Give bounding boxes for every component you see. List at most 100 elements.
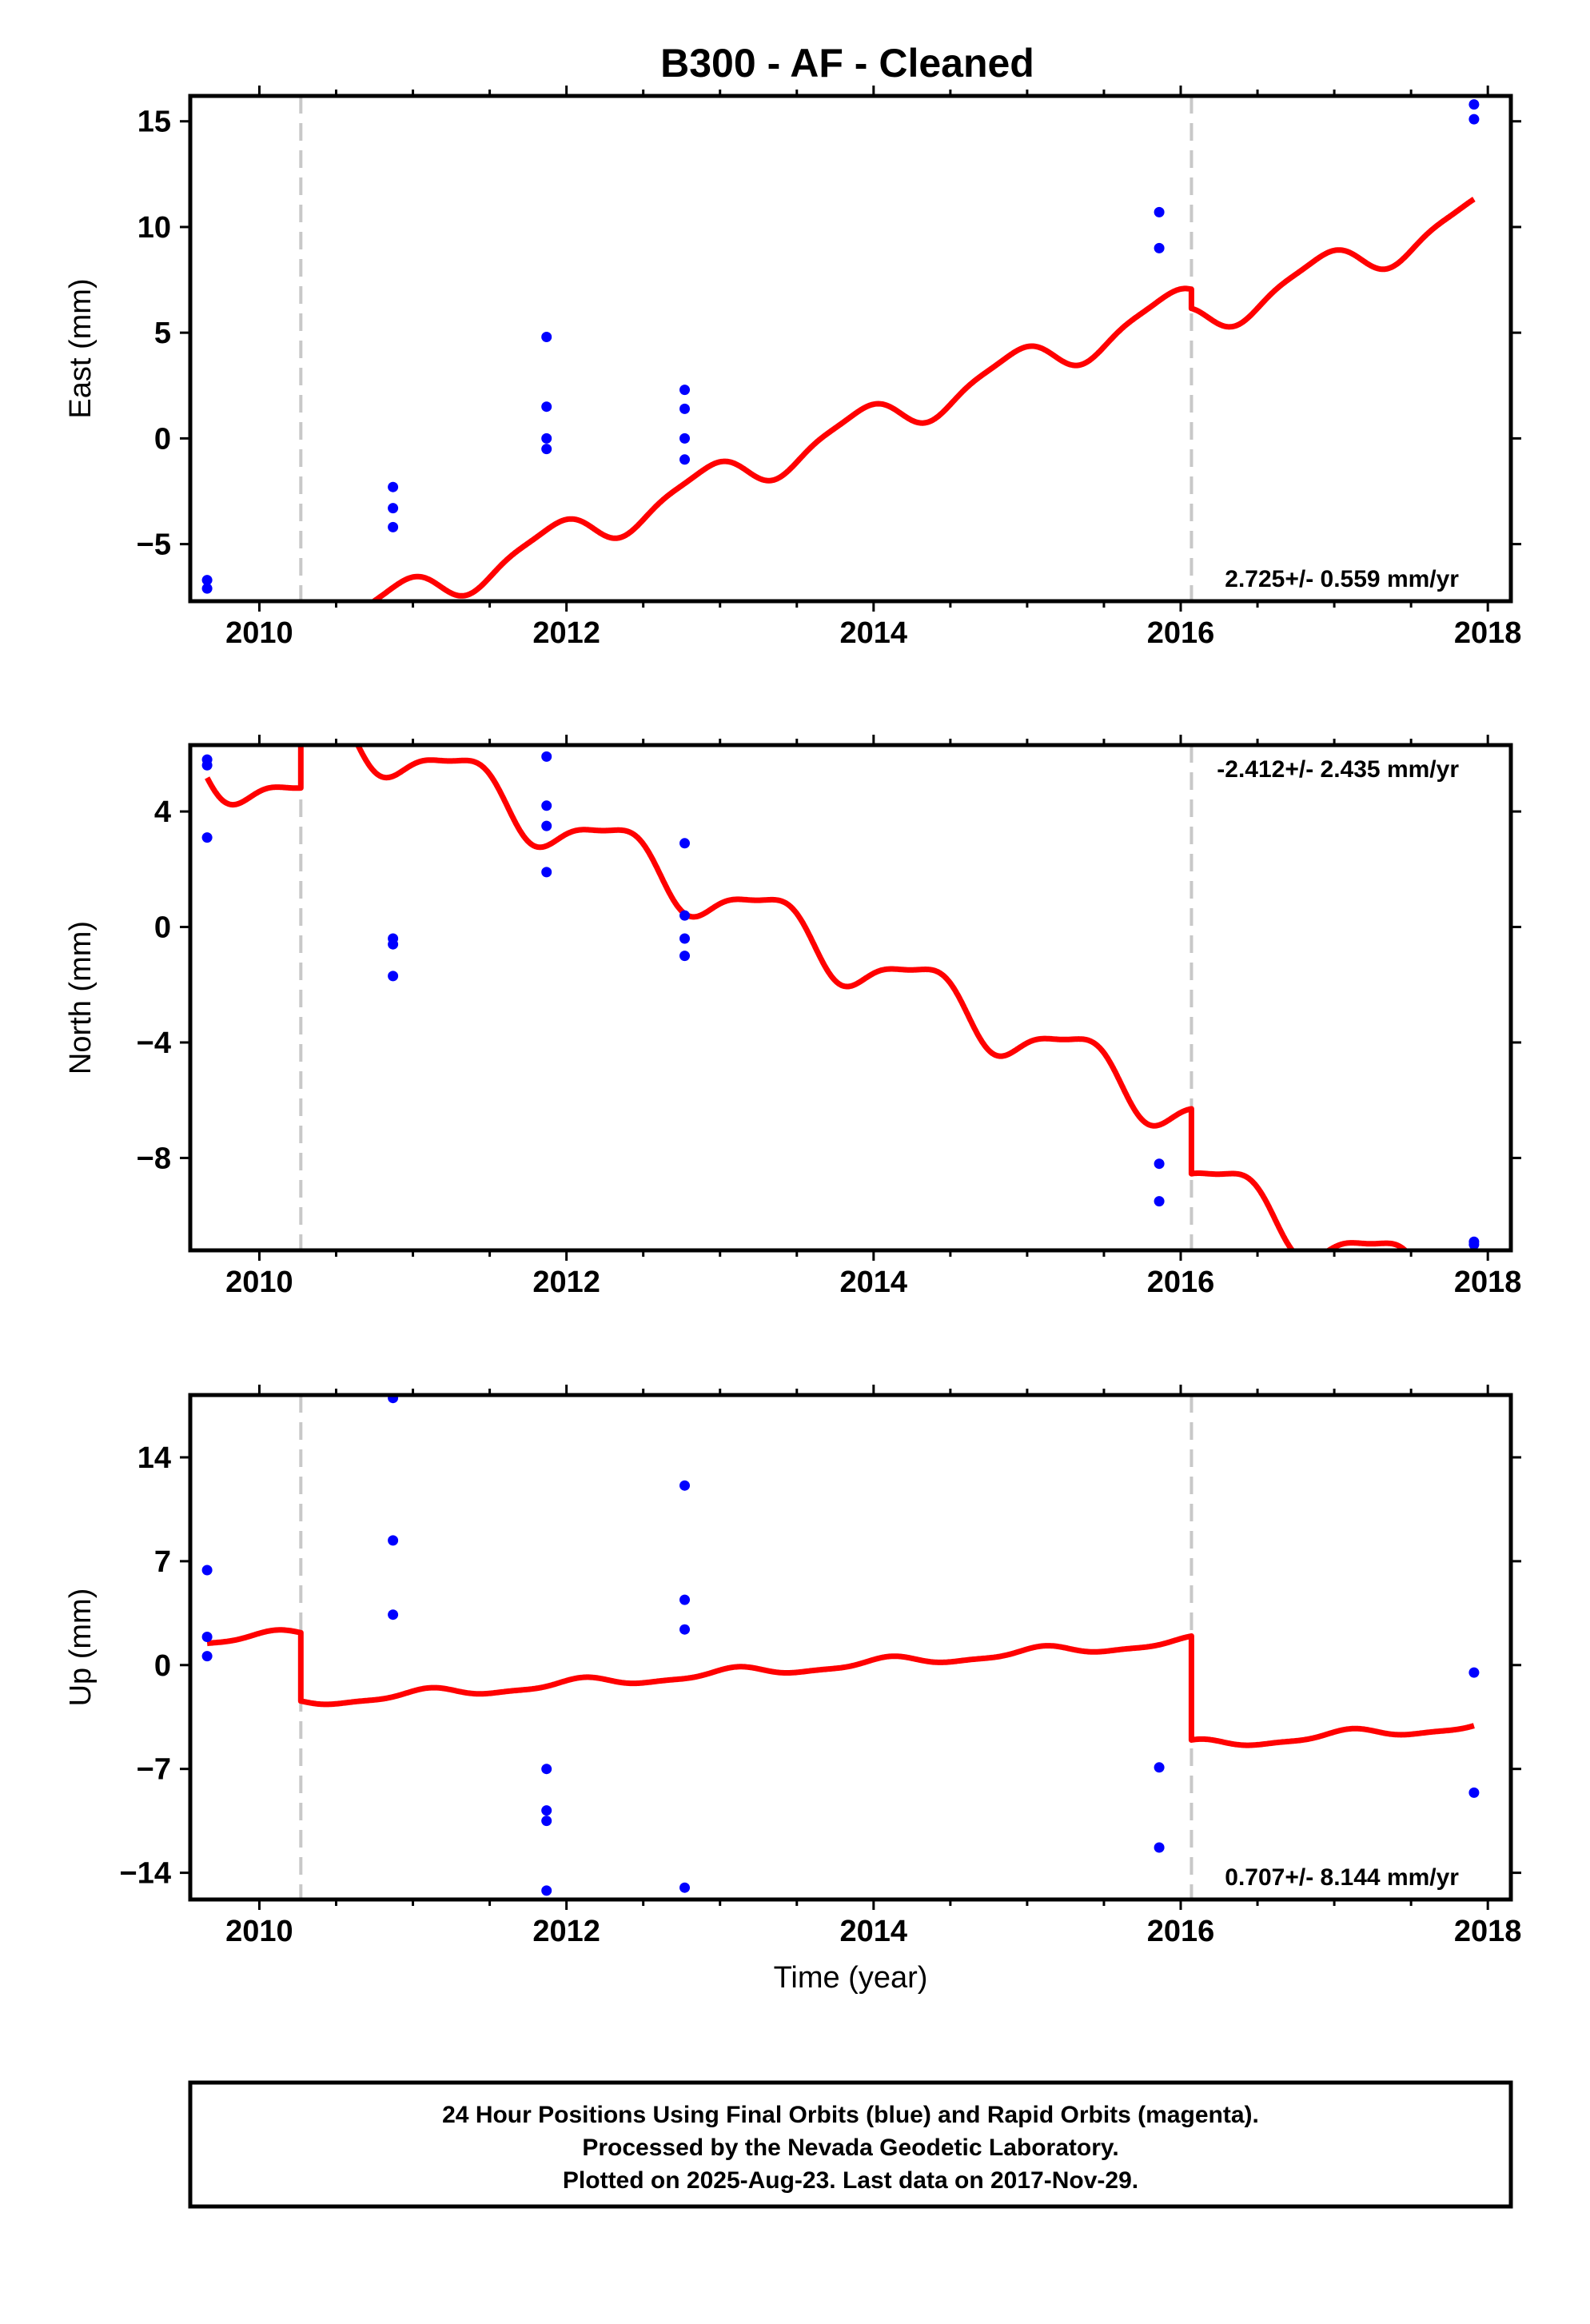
data-point [201,759,213,771]
data-point [541,820,552,831]
y-tick-label: −8 [137,1142,171,1175]
data-point [201,1565,213,1576]
data-point [1468,99,1480,110]
y-tick-label: 7 [154,1545,171,1579]
x-tick-label: 2010 [225,1266,293,1299]
data-point [1154,1158,1165,1170]
data-point [541,1885,552,1896]
y-tick-label: 5 [154,317,171,350]
footer-line-1: 24 Hour Positions Using Final Orbits (bl… [442,2102,1259,2128]
data-point [679,1624,690,1635]
model-line [205,745,1409,1250]
y-tick-label: −4 [137,1026,171,1060]
data-point [541,1805,552,1816]
data-point [1468,1239,1480,1250]
x-tick-label: 2018 [1454,1266,1522,1299]
y-axis-label: Up (mm) [64,1589,98,1707]
data-point [201,1651,213,1662]
data-point [679,951,690,962]
data-point [541,867,552,878]
data-point [388,1535,399,1546]
x-tick-label: 2012 [532,1915,600,1948]
data-point [679,454,690,465]
data-point [388,1395,399,1404]
model-line [205,1627,1476,1748]
data-point [679,1480,690,1491]
footer-line-2: Processed by the Nevada Geodetic Laborat… [582,2135,1118,2161]
x-tick-label: 2010 [225,616,293,650]
x-tick-label: 2012 [532,1266,600,1299]
data-point [1468,114,1480,125]
data-point [388,503,399,514]
data-point [201,575,213,586]
data-point [541,751,552,762]
data-point [388,971,399,982]
plot-frame [188,1393,1513,1902]
data-point [541,1764,552,1775]
footer-box: 24 Hour Positions Using Final Orbits (bl… [188,2080,1513,2209]
x-tick-label: 2016 [1147,1266,1215,1299]
data-point [541,433,552,444]
data-point [679,403,690,414]
data-point [388,1609,399,1620]
y-axis-label: North (mm) [64,921,98,1074]
data-point [679,385,690,396]
data-point [541,401,552,413]
east-panel: 2010 2012 2014 2016 2018 −5 0 5 10 15 East (mm) 2.7… [64,86,1522,650]
data-point [388,939,399,950]
rate-label: 2.725+/- 0.559 mm/yr [1225,566,1459,592]
data-point [541,1816,552,1827]
y-tick-label: 15 [137,106,171,139]
rate-label: 0.707+/- 8.144 mm/yr [1225,1864,1459,1891]
y-tick-label: 0 [154,1649,171,1683]
x-tick-label: 2014 [840,1915,908,1948]
north-panel: 2010 2012 2014 2016 2018 −8 −4 0 4 North (mm) -2.4… [64,735,1522,1299]
data-point [201,832,213,843]
data-point [541,332,552,342]
data-point [1154,1196,1165,1207]
chart-title: B300 - AF - Cleaned [660,41,1034,86]
plot-frame [188,743,1513,1253]
y-tick-label: 14 [137,1441,171,1475]
x-tick-label: 2014 [840,1266,908,1299]
footer-line-3: Plotted on 2025-Aug-23. Last data on 201… [563,2167,1138,2194]
model-line [369,197,1476,601]
rate-label: -2.412+/- 2.435 mm/yr [1217,756,1459,783]
y-tick-label: 0 [154,422,171,456]
y-tick-label: −5 [137,528,171,562]
data-point [1468,1787,1480,1798]
y-tick-label: −14 [120,1857,171,1891]
y-tick-label: −7 [137,1753,171,1787]
data-point [541,444,552,455]
data-point [1154,1842,1165,1853]
x-tick-label: 2014 [840,616,908,650]
data-point [679,1594,690,1605]
y-tick-label: 4 [154,795,171,829]
data-point [201,583,213,594]
x-axis-label: Time (year) [774,1961,928,1995]
data-point [679,910,690,921]
up-panel: 2010 2012 2014 2016 2018 −14 −7 0 7 14 Up (mm) Time… [64,1385,1521,1995]
data-point [1154,206,1165,217]
data-point [679,933,690,944]
data-point [388,481,399,492]
data-point [1154,242,1165,253]
x-tick-label: 2010 [225,1915,293,1948]
y-tick-label: 0 [154,911,171,945]
data-point [201,1632,213,1642]
data-point [679,838,690,849]
footer-frame [188,2080,1513,2209]
data-point [1154,1762,1165,1773]
x-tick-label: 2012 [532,616,600,650]
data-point [1468,1667,1480,1678]
data-point [541,800,552,811]
data-point [388,521,399,532]
x-tick-label: 2016 [1147,1915,1215,1948]
data-point [679,433,690,444]
y-tick-label: 10 [137,211,171,245]
data-point [679,1882,690,1893]
x-tick-label: 2018 [1454,1915,1522,1948]
x-tick-label: 2018 [1454,616,1522,650]
